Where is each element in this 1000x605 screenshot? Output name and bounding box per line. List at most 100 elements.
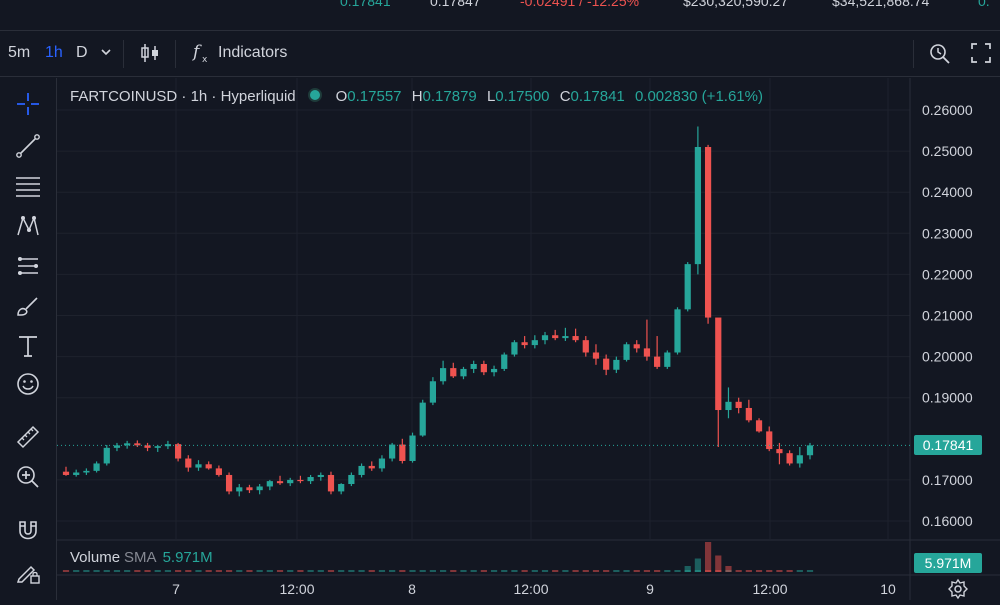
toolbar-divider: [175, 40, 176, 68]
candle-body: [501, 354, 508, 369]
volume-bar: [460, 570, 467, 572]
pattern-icon[interactable]: [12, 210, 44, 242]
candle-body: [154, 446, 161, 448]
trend-line-icon[interactable]: [12, 130, 44, 162]
volume-bar: [409, 570, 416, 572]
candle-body: [307, 477, 314, 482]
volume-bar: [664, 570, 671, 572]
ruler-icon[interactable]: [12, 421, 44, 453]
candle-body: [633, 344, 640, 349]
candle-body: [327, 474, 335, 492]
header-stats-bar: 0.17841 0.17847 -0.02491 / -12.25% $230,…: [0, 0, 1000, 31]
price-tick-label: 0.26000: [922, 102, 973, 118]
volume-bar: [796, 570, 803, 572]
candle-body: [694, 146, 701, 265]
volume-bar: [256, 570, 263, 572]
sma-label: SMA: [124, 549, 157, 566]
volume-bar: [103, 570, 110, 572]
candle-body: [266, 481, 273, 487]
candle-body: [552, 335, 559, 339]
volume-bar: [378, 570, 386, 572]
volume-bar: [786, 570, 793, 572]
volume-bar: [623, 570, 630, 572]
fib-retracement-icon[interactable]: [12, 170, 44, 202]
volume-bar: [766, 570, 773, 572]
volume-bar: [124, 570, 131, 572]
volume-bar: [755, 570, 763, 572]
volume-bar: [552, 570, 559, 572]
volume-spike-bar: [684, 566, 691, 572]
interval-5m-button[interactable]: 5m: [8, 44, 31, 61]
stat-24h-change: -0.02491 / -12.25%: [520, 0, 640, 9]
stat-open-interest: $34,521,868.74: [832, 0, 930, 9]
stat-funding: 0.: [978, 0, 990, 9]
candle-type-icon[interactable]: [140, 42, 160, 69]
candle-body: [276, 481, 284, 484]
candle-body: [215, 468, 222, 475]
volume-bar: [613, 570, 620, 572]
interval-d-button[interactable]: D: [76, 44, 88, 61]
price-tick-label: 0.25000: [922, 143, 973, 159]
candle-body: [450, 368, 457, 377]
emoji-icon[interactable]: [12, 368, 44, 400]
candle-body: [735, 401, 742, 408]
text-icon[interactable]: [12, 330, 44, 362]
time-tick-label: 7: [172, 581, 180, 597]
candlestick-chart[interactable]: 0.26000 0.25000 0.24000 0.23000 0.22000 0.210…: [57, 78, 1000, 600]
candle-body: [62, 471, 70, 475]
candle-body: [460, 368, 467, 377]
candle-body: [368, 465, 375, 469]
volume-bar: [358, 570, 365, 572]
volume-bar: [419, 570, 426, 572]
candle-body: [796, 455, 803, 464]
lock-drawing-icon[interactable]: [12, 556, 44, 588]
candle-body: [195, 464, 202, 468]
volume-bar: [144, 570, 151, 572]
stat-24h-volume: $230,320,590.27: [683, 0, 789, 9]
candle-body: [93, 463, 100, 471]
volume-bar: [429, 570, 437, 572]
measure-lines-icon[interactable]: [12, 250, 44, 282]
crosshair-icon[interactable]: [12, 88, 44, 120]
magnet-icon[interactable]: [12, 514, 44, 546]
candle-body: [205, 464, 212, 469]
candle-body: [755, 420, 763, 432]
volume-bar: [806, 570, 814, 572]
candle-body: [582, 340, 589, 353]
settings-gear-icon[interactable]: [947, 578, 969, 600]
indicators-button[interactable]: Indicators: [218, 44, 288, 61]
volume-label[interactable]: Volume: [70, 549, 121, 566]
open-value: 0.17557: [347, 88, 402, 105]
time-tick-label: 9: [646, 581, 654, 597]
candle-body: [562, 336, 569, 339]
low-label: L: [486, 88, 496, 105]
volume-bar: [236, 570, 243, 572]
candle-body: [674, 309, 681, 353]
volume-sma-value: 5.971M: [162, 549, 213, 566]
market-status-dot-icon: [307, 88, 322, 102]
svg-text:f: f: [192, 42, 202, 62]
interval-1h-button[interactable]: 1h: [45, 44, 63, 61]
candle-body: [654, 356, 661, 367]
candle-body: [786, 453, 793, 464]
candle-body: [164, 444, 172, 447]
volume-bar: [266, 570, 273, 572]
close-value: 0.17841: [570, 88, 625, 105]
candle-body: [236, 487, 243, 492]
candle-body: [521, 342, 528, 346]
time-tick-label: 12:00: [752, 581, 787, 597]
volume-bar: [83, 570, 90, 572]
zoom-in-icon[interactable]: [12, 461, 44, 493]
interval-dropdown-chevron-icon[interactable]: [100, 42, 112, 67]
replay-clock-icon[interactable]: [928, 41, 952, 70]
stat-last-price: 0.17841: [340, 0, 391, 9]
candle-body: [83, 470, 90, 473]
candle-body: [378, 458, 386, 469]
brush-icon[interactable]: [12, 290, 44, 322]
candles: [62, 126, 814, 497]
symbol-title[interactable]: FARTCOINUSD · 1h · Hyperliquid: [70, 88, 296, 105]
fullscreen-icon[interactable]: [970, 42, 992, 69]
volume-bar: [439, 570, 447, 572]
